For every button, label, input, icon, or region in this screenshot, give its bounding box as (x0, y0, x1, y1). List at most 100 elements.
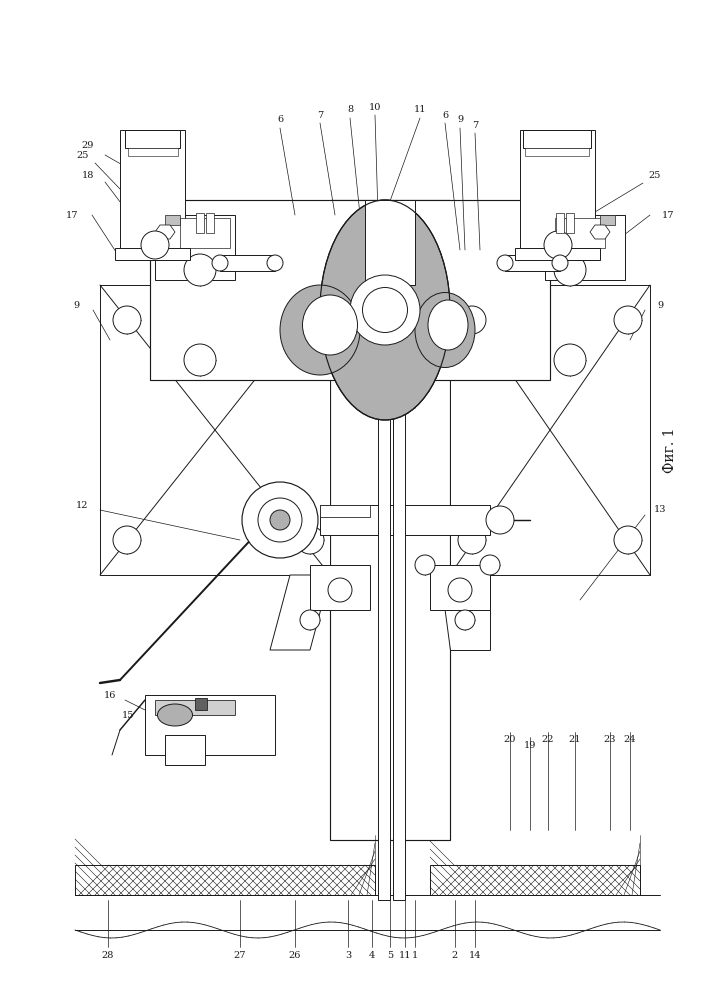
Text: 22: 22 (542, 736, 554, 744)
Text: 7: 7 (317, 110, 323, 119)
Ellipse shape (303, 295, 358, 355)
Bar (320, 505, 490, 535)
Circle shape (184, 344, 216, 376)
Bar (155, 700, 235, 715)
Circle shape (458, 306, 486, 334)
Circle shape (480, 555, 500, 575)
Bar (430, 865, 640, 895)
Bar (520, 130, 595, 260)
Text: 27: 27 (234, 950, 246, 960)
Text: Фиг. 1: Фиг. 1 (663, 427, 677, 473)
Text: 21: 21 (568, 736, 581, 744)
Circle shape (270, 510, 290, 530)
Bar (378, 200, 390, 900)
Text: 11: 11 (414, 105, 426, 114)
Bar (515, 248, 600, 260)
Circle shape (455, 610, 475, 630)
Circle shape (415, 555, 435, 575)
Bar (120, 130, 185, 260)
Bar (545, 215, 625, 280)
Text: 9: 9 (657, 300, 663, 310)
Bar (525, 148, 589, 156)
Bar (75, 865, 375, 895)
Text: 14: 14 (469, 950, 481, 960)
Bar (566, 213, 574, 233)
Circle shape (113, 306, 141, 334)
Ellipse shape (158, 704, 192, 726)
Bar (220, 255, 275, 271)
Text: 9: 9 (457, 115, 463, 124)
Bar (195, 698, 207, 710)
Bar (330, 200, 450, 840)
Bar (310, 565, 370, 610)
Text: 28: 28 (102, 950, 115, 960)
Bar (165, 215, 180, 225)
Text: 19: 19 (524, 740, 536, 750)
Text: 12: 12 (76, 500, 88, 510)
Ellipse shape (280, 285, 360, 375)
Bar (365, 200, 415, 285)
Circle shape (113, 526, 141, 554)
Circle shape (212, 255, 228, 271)
Circle shape (458, 526, 486, 554)
Text: 15: 15 (122, 710, 134, 720)
Circle shape (448, 578, 472, 602)
Circle shape (614, 306, 642, 334)
Text: 6: 6 (277, 115, 283, 124)
Text: 6: 6 (442, 110, 448, 119)
Polygon shape (440, 575, 490, 650)
Text: 25: 25 (649, 170, 661, 180)
Bar (155, 215, 235, 280)
Bar (393, 200, 405, 900)
Circle shape (486, 506, 514, 534)
Bar (125, 130, 180, 148)
Circle shape (328, 578, 352, 602)
Text: 25: 25 (77, 150, 89, 159)
Text: 29: 29 (82, 140, 94, 149)
Text: 4: 4 (369, 950, 375, 960)
Bar (555, 218, 605, 248)
Circle shape (267, 255, 283, 271)
Text: 17: 17 (66, 211, 78, 220)
Text: 9: 9 (73, 300, 79, 310)
Bar (100, 285, 330, 575)
Text: 13: 13 (654, 506, 666, 514)
Bar (430, 565, 490, 610)
Text: 1: 1 (412, 950, 418, 960)
Bar (505, 255, 560, 271)
Bar (206, 213, 214, 233)
Bar (150, 200, 550, 380)
Bar (128, 148, 178, 156)
Text: 2: 2 (452, 950, 458, 960)
Text: 23: 23 (604, 736, 617, 744)
Circle shape (141, 231, 169, 259)
Circle shape (242, 482, 318, 558)
Text: 24: 24 (624, 736, 636, 744)
Text: 18: 18 (82, 170, 94, 180)
Text: 26: 26 (289, 950, 301, 960)
Ellipse shape (320, 200, 450, 420)
Bar (523, 130, 591, 148)
Circle shape (367, 292, 403, 328)
Text: 3: 3 (345, 950, 351, 960)
Text: 5: 5 (387, 950, 393, 960)
Circle shape (614, 526, 642, 554)
Bar (196, 213, 204, 233)
Circle shape (554, 344, 586, 376)
Text: 16: 16 (104, 690, 116, 700)
Circle shape (296, 526, 324, 554)
Circle shape (184, 254, 216, 286)
Circle shape (550, 237, 566, 253)
Bar (450, 285, 650, 575)
Bar (320, 505, 370, 517)
Circle shape (554, 254, 586, 286)
Ellipse shape (363, 288, 407, 332)
Bar (165, 735, 205, 765)
Circle shape (544, 231, 572, 259)
Ellipse shape (415, 292, 475, 367)
Ellipse shape (428, 300, 468, 350)
Circle shape (258, 498, 302, 542)
Text: 10: 10 (369, 103, 381, 111)
Circle shape (296, 306, 324, 334)
Circle shape (552, 255, 568, 271)
